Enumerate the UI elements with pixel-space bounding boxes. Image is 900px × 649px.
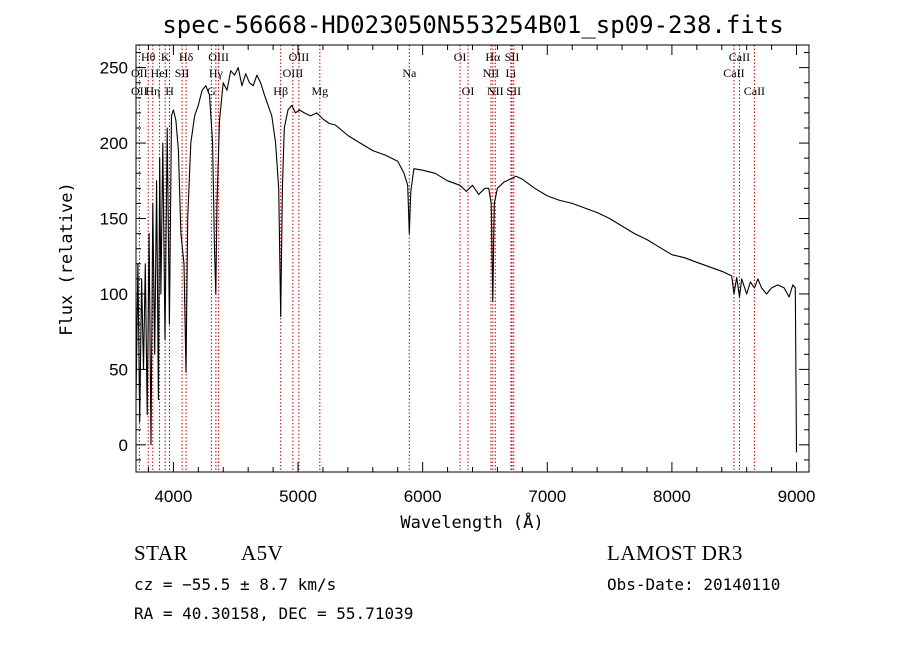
line-marker-label: Hθ — [141, 50, 156, 64]
line-marker-label: H — [165, 84, 174, 98]
line-marker-label: OIII — [289, 50, 310, 64]
line-marker-label: NII — [483, 66, 500, 80]
x-tick-label: 6000 — [404, 487, 442, 506]
line-marker-label: Li — [506, 66, 517, 80]
spectrum-line — [135, 67, 798, 453]
x-axis: 4000 5000 6000 7000 8000 9000 — [147, 45, 816, 506]
y-axis-label: Flux (relative) — [57, 182, 77, 336]
line-marker-label: Hα — [485, 50, 501, 64]
y-axis: 0 50 100 150 200 250 — [100, 52, 809, 461]
line-marker-label: OIII — [208, 50, 229, 64]
line-marker-label: Hγ — [209, 66, 224, 80]
y-tick-label: 50 — [109, 360, 128, 379]
line-marker-label: OIII — [283, 66, 304, 80]
line-marker-label: HeI — [151, 66, 169, 80]
line-marker-label: Hβ — [273, 84, 288, 98]
line-marker-label: K — [161, 50, 170, 64]
x-tick-label: 8000 — [653, 487, 691, 506]
survey-name: LAMOST DR3 — [607, 541, 743, 565]
line-marker-label: OII — [131, 84, 148, 98]
line-marker-label: SII — [505, 50, 520, 64]
y-tick-label: 250 — [100, 59, 128, 78]
line-marker-label: Hδ — [179, 50, 194, 64]
y-tick-label: 0 — [119, 436, 128, 455]
line-marker-label: OII — [131, 66, 148, 80]
x-tick-label: 5000 — [279, 487, 317, 506]
line-marker-label: CaII — [744, 84, 765, 98]
y-tick-label: 150 — [100, 210, 128, 229]
line-marker-label: NII — [487, 84, 504, 98]
line-marker-label: Hη — [145, 84, 160, 98]
spectral-line-markers — [138, 45, 755, 472]
object-type: STAR — [134, 541, 188, 565]
coordinates: RA = 40.30158, DEC = 55.71039 — [134, 604, 414, 623]
radial-velocity: cz = −55.5 ± 8.7 km/s — [134, 575, 337, 594]
line-marker-label: Mg — [311, 84, 328, 98]
line-marker-label: SII — [506, 84, 521, 98]
x-tick-label: 7000 — [528, 487, 566, 506]
x-tick-label: 4000 — [154, 487, 192, 506]
line-marker-label: Na — [402, 66, 417, 80]
line-marker-label: CaII — [729, 50, 750, 64]
line-marker-label: CaII — [723, 66, 744, 80]
line-marker-label: OI — [462, 84, 475, 98]
y-tick-label: 100 — [100, 285, 128, 304]
plot-frame — [135, 44, 810, 473]
spectral-class: A5V — [241, 541, 284, 565]
chart-title: spec-56668-HD023050N553254B01_sp09-238.f… — [162, 11, 783, 39]
observation-date: Obs-Date: 20140110 — [607, 575, 781, 594]
line-marker-label: G — [207, 84, 216, 98]
line-marker-label: OI — [454, 50, 467, 64]
y-tick-label: 200 — [100, 134, 128, 153]
line-marker-label: SII — [175, 66, 190, 80]
x-axis-label: Wavelength (Å) — [400, 511, 543, 533]
x-tick-label: 9000 — [778, 487, 816, 506]
